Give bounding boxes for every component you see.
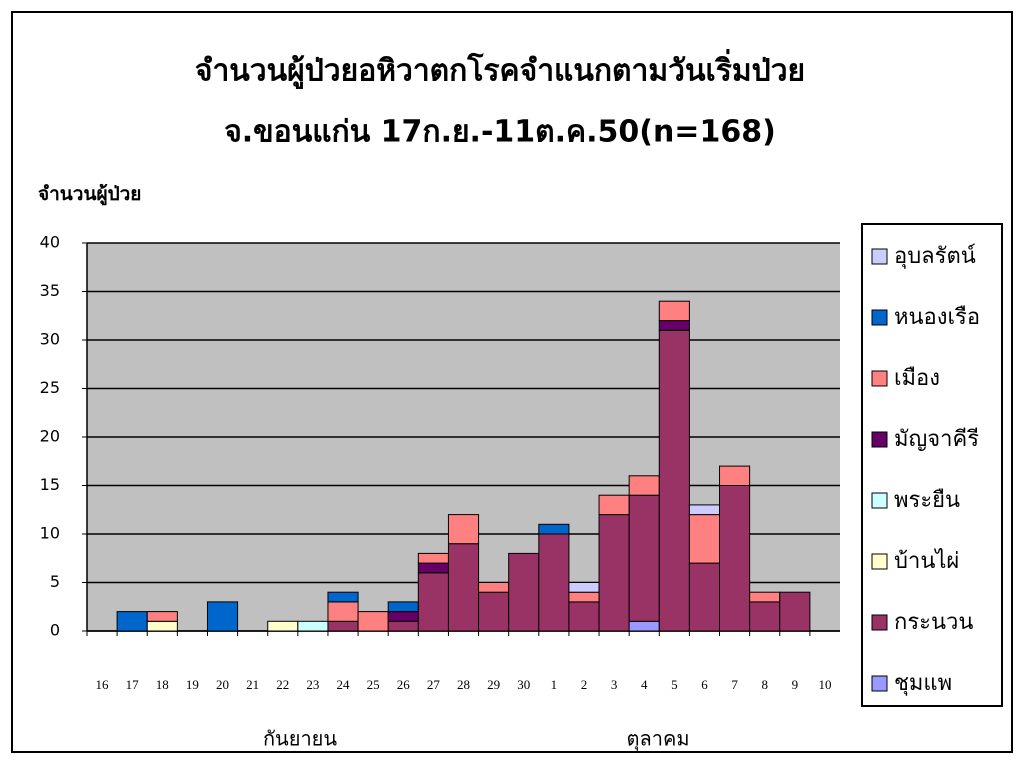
y-tick-label: 0 [50,621,60,640]
bar-segment [116,611,148,632]
legend-label: กระนวน [894,610,973,635]
y-tick-label: 40 [40,233,60,252]
legend-label: มัญจาคีรี [894,427,979,452]
x-tick-label: 10 [818,677,831,692]
y-tick-label: 35 [40,281,60,300]
bar-segment [387,611,419,622]
legend-swatch [871,248,888,265]
bar-segment [417,572,449,632]
x-tick-label: 28 [457,677,470,692]
x-tick-label: 9 [792,677,799,692]
bar-segment [447,543,480,632]
x-tick-label: 26 [397,677,411,692]
bar-segment [749,601,781,632]
bar-segment [598,494,630,516]
legend-swatch [871,675,888,692]
x-tick-label: 19 [186,677,199,692]
bar-segment [779,591,811,632]
bar-segment [658,329,690,632]
bar-segment [568,591,600,603]
bar-segment [688,514,721,564]
y-tick-label: 15 [40,475,60,494]
legend-swatch [871,492,888,509]
y-axis-label: จำนวนผู้ป่วย [38,183,141,206]
bar-segment [478,582,510,593]
y-tick-label: 30 [40,330,60,349]
bar-segment [417,552,449,564]
bar-segment [447,514,480,545]
legend-label: ชุมแพ [894,671,952,696]
x-tick-label: 7 [731,677,738,692]
x-tick-label: 27 [427,677,441,692]
chart-title: จำนวนผู้ป่วยอหิวาตกโรคจำแนกตามวันเริ่มป่… [195,49,805,90]
bar-segment [297,620,329,632]
bar-segment [387,620,419,632]
bar-segment [658,320,690,331]
x-tick-label: 25 [367,677,380,692]
y-tick-label: 25 [40,378,60,397]
legend-label: บ้านไผ่ [894,548,959,574]
chart-subtitle: จ.ขอนแก่น 17ก.ย.-11ต.ค.50(n=168) [224,115,776,150]
legend-swatch [871,431,888,448]
bar-segment [327,591,359,603]
bar-segment [598,514,630,632]
legend-swatch [871,614,888,631]
x-tick-label: 29 [487,677,500,692]
x-tick-label: 16 [96,677,110,692]
bar-segment [206,601,239,632]
x-tick-label: 17 [126,677,140,692]
x-tick-label: 30 [517,677,530,692]
bar-segment [538,523,570,535]
legend-label: หนองเรือ [894,305,980,330]
bar-segment [658,300,690,322]
bar-segment [628,475,660,496]
bar-segment [146,620,178,632]
bar-segment [688,504,721,516]
bar-segment [327,620,359,632]
bar-segment [508,552,540,632]
x-tick-label: 21 [246,677,259,692]
bar-segment [387,601,419,613]
x-tick-label: 5 [671,677,678,692]
legend-label: พระยืน [894,488,960,513]
y-tick-label: 20 [40,427,60,446]
bar-segment [719,485,751,632]
legend-swatch [871,370,888,387]
x-tick-label: 1 [551,677,558,692]
bar-segment [267,620,299,632]
bar-segment [417,562,449,574]
bar-segment [146,611,178,622]
bar-segment [688,562,721,632]
x-tick-label: 3 [611,677,618,692]
x-tick-label: 22 [276,677,289,692]
x-tick-label: 8 [761,677,768,692]
bar-segment [719,465,751,487]
bar-segment [628,620,660,632]
x-tick-label: 4 [641,677,648,692]
x-tick-label: 2 [581,677,588,692]
x-tick-label: 20 [216,677,229,692]
y-tick-label: 5 [50,572,60,591]
bar-segment [478,591,510,632]
bar-segment [628,494,660,622]
bar-segment [749,591,781,603]
legend-swatch [871,553,888,570]
x-tick-label: 24 [337,677,351,692]
legend-swatch [871,309,888,326]
bar-segment [327,601,359,622]
x-group-label: กันยายน [263,727,337,751]
x-group-label: ตุลาคม [626,727,689,752]
y-tick-label: 10 [40,524,60,543]
legend-label: เมือง [894,366,940,391]
bar-segment [568,582,600,593]
bar-segment [538,533,570,632]
x-tick-label: 6 [701,677,708,692]
x-tick-label: 18 [156,677,169,692]
bar-segment [357,611,389,632]
legend-label: อุบลรัตน์ [894,244,976,269]
x-tick-label: 23 [306,677,319,692]
bar-segment [568,601,600,632]
